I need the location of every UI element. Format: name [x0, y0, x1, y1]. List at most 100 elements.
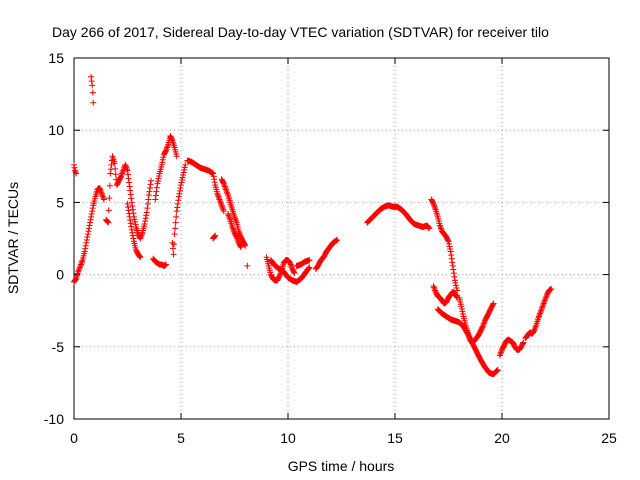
- data-point: [105, 207, 112, 214]
- data-point: [535, 314, 542, 321]
- data-point: [182, 161, 189, 168]
- data-point: [540, 301, 547, 308]
- data-point: [89, 89, 96, 96]
- data-point: [156, 173, 163, 180]
- data-point: [177, 184, 184, 191]
- data-points: [71, 73, 555, 378]
- data-point: [448, 255, 455, 262]
- data-point: [532, 323, 539, 330]
- data-point: [170, 251, 177, 258]
- data-point: [75, 268, 82, 275]
- data-point: [532, 325, 539, 332]
- data-point: [77, 262, 84, 269]
- data-point: [159, 156, 166, 163]
- data-point: [108, 161, 115, 168]
- x-tick-label: 0: [70, 430, 78, 446]
- data-point: [426, 225, 433, 232]
- data-point: [447, 245, 454, 252]
- data-point: [84, 231, 91, 238]
- data-point: [305, 265, 312, 272]
- data-point: [233, 232, 240, 239]
- data-point: [180, 169, 187, 176]
- data-point: [173, 213, 180, 220]
- plot-frame: [73, 57, 610, 420]
- data-point: [128, 195, 135, 202]
- data-point: [148, 177, 155, 184]
- data-point: [212, 232, 219, 239]
- data-point: [519, 340, 526, 347]
- data-point: [430, 200, 437, 207]
- data-point: [154, 178, 161, 185]
- data-point: [99, 192, 106, 199]
- data-point: [152, 196, 159, 203]
- data-point: [172, 225, 179, 232]
- data-point: [215, 195, 222, 202]
- data-point: [494, 367, 501, 374]
- y-tick-label: -5: [52, 339, 65, 355]
- data-point: [127, 191, 134, 198]
- y-tick-label: 5: [56, 194, 64, 210]
- data-point: [88, 213, 95, 220]
- data-point: [126, 179, 133, 186]
- data-point: [88, 210, 95, 217]
- data-point: [126, 213, 133, 220]
- data-point: [535, 313, 542, 320]
- data-point: [82, 242, 89, 249]
- data-point: [72, 277, 79, 284]
- y-tick-label: 10: [48, 122, 64, 138]
- data-point: [288, 264, 295, 271]
- data-point: [175, 197, 182, 204]
- data-point: [449, 259, 456, 266]
- data-point: [125, 171, 132, 178]
- data-point: [543, 293, 550, 300]
- data-point: [222, 186, 229, 193]
- data-point: [287, 261, 294, 268]
- data-point: [235, 238, 242, 245]
- data-point: [233, 218, 240, 225]
- data-point: [222, 184, 229, 191]
- data-point: [144, 200, 151, 207]
- y-tick-label: 0: [56, 267, 64, 283]
- data-point: [438, 225, 445, 232]
- data-point: [237, 243, 244, 250]
- data-point: [145, 196, 152, 203]
- data-point: [211, 233, 218, 240]
- data-point: [169, 245, 176, 252]
- data-point: [100, 195, 107, 202]
- data-point: [480, 320, 487, 327]
- x-tick-label: 10: [280, 430, 296, 446]
- data-point: [536, 310, 543, 317]
- data-point: [446, 243, 453, 250]
- data-point: [221, 183, 228, 190]
- y-tick-label: -10: [44, 411, 64, 427]
- data-point: [125, 207, 132, 214]
- data-point: [89, 208, 96, 215]
- data-point: [450, 266, 457, 273]
- data-point: [119, 170, 126, 177]
- axis-ticks: 0 5 10 15 20 25 -10 -5 0 5 10 15: [44, 50, 617, 446]
- data-point: [122, 163, 129, 170]
- data-point: [447, 248, 454, 255]
- data-point: [437, 223, 444, 230]
- data-point: [125, 204, 132, 211]
- data-point: [173, 208, 180, 215]
- data-point: [131, 218, 138, 225]
- data-point: [290, 269, 297, 276]
- data-point: [164, 144, 171, 151]
- data-point: [450, 270, 457, 277]
- data-point: [211, 176, 218, 183]
- x-tick-label: 15: [387, 430, 403, 446]
- data-point: [223, 187, 230, 194]
- data-point: [90, 99, 97, 106]
- data-point: [210, 173, 217, 180]
- data-point: [489, 301, 496, 308]
- data-point: [163, 261, 170, 268]
- data-point: [541, 299, 548, 306]
- data-point: [221, 182, 228, 189]
- data-point: [97, 186, 104, 193]
- data-point: [118, 173, 125, 180]
- data-point: [144, 205, 151, 212]
- data-point: [141, 221, 148, 228]
- data-point: [127, 187, 134, 194]
- data-point: [220, 206, 227, 213]
